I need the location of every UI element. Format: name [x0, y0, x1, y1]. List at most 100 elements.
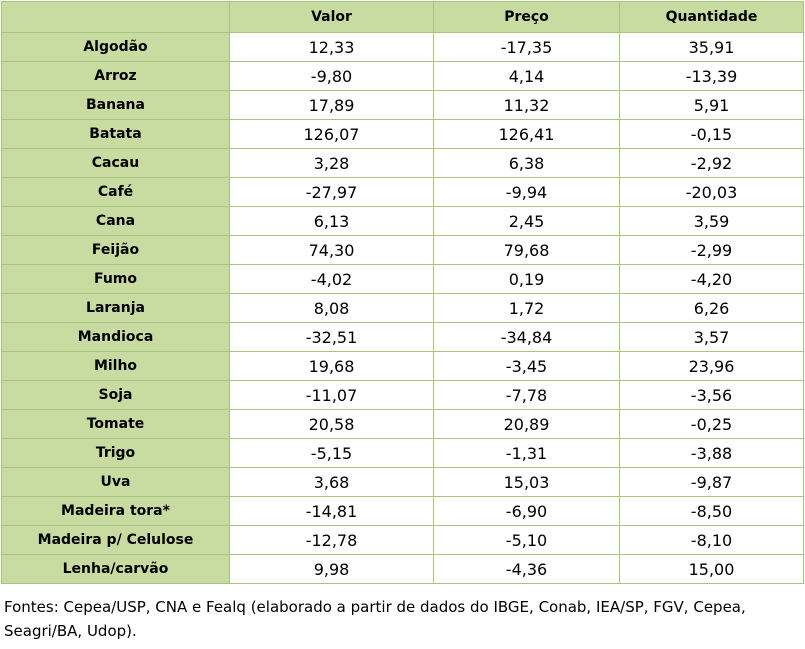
row-label: Cana	[1, 206, 230, 236]
table-row: Cana 6,13 2,45 3,59	[1, 206, 804, 236]
cell-quantidade: 15,00	[619, 554, 804, 584]
row-label: Trigo	[1, 438, 230, 468]
cell-preco: 0,19	[433, 264, 620, 294]
cell-valor: 20,58	[229, 409, 434, 439]
table-row: Feijão 74,30 79,68 -2,99	[1, 235, 804, 265]
table-row: Soja -11,07 -7,78 -3,56	[1, 380, 804, 410]
cell-preco: 6,38	[433, 148, 620, 178]
table-row: Laranja 8,08 1,72 6,26	[1, 293, 804, 323]
table-row: Milho 19,68 -3,45 23,96	[1, 351, 804, 381]
header-row: Valor Preço Quantidade	[1, 1, 804, 33]
cell-valor: 19,68	[229, 351, 434, 381]
table-row: Fumo -4,02 0,19 -4,20	[1, 264, 804, 294]
cell-preco: -17,35	[433, 32, 620, 62]
cell-preco: -6,90	[433, 496, 620, 526]
cell-preco: -34,84	[433, 322, 620, 352]
cell-preco: 11,32	[433, 90, 620, 120]
data-table: Valor Preço Quantidade Algodão 12,33 -17,3…	[1, 1, 804, 584]
cell-preco: -9,94	[433, 177, 620, 207]
cell-quantidade: -0,25	[619, 409, 804, 439]
table-body: Algodão 12,33 -17,35 35,91 Arroz -9,80 4,14 -13…	[1, 32, 804, 584]
table-row: Cacau 3,28 6,38 -2,92	[1, 148, 804, 178]
table-row: Café -27,97 -9,94 -20,03	[1, 177, 804, 207]
row-label: Cacau	[1, 148, 230, 178]
cell-preco: -5,10	[433, 525, 620, 555]
cell-quantidade: -13,39	[619, 61, 804, 91]
row-label: Soja	[1, 380, 230, 410]
col-header-valor: Valor	[229, 1, 434, 33]
cell-valor: -5,15	[229, 438, 434, 468]
cell-quantidade: -2,99	[619, 235, 804, 265]
row-label: Fumo	[1, 264, 230, 294]
table-row: Algodão 12,33 -17,35 35,91	[1, 32, 804, 62]
cell-valor: 3,68	[229, 467, 434, 497]
row-label: Madeira tora*	[1, 496, 230, 526]
cell-valor: 74,30	[229, 235, 434, 265]
col-header-preco: Preço	[433, 1, 620, 33]
cell-quantidade: 35,91	[619, 32, 804, 62]
cell-valor: -32,51	[229, 322, 434, 352]
cell-valor: -12,78	[229, 525, 434, 555]
cell-preco: 15,03	[433, 467, 620, 497]
col-header-quantidade: Quantidade	[619, 1, 804, 33]
cell-quantidade: 23,96	[619, 351, 804, 381]
table-row: Mandioca -32,51 -34,84 3,57	[1, 322, 804, 352]
cell-valor: 12,33	[229, 32, 434, 62]
cell-preco: 1,72	[433, 293, 620, 323]
cell-preco: 4,14	[433, 61, 620, 91]
cell-quantidade: 5,91	[619, 90, 804, 120]
table-row: Trigo -5,15 -1,31 -3,88	[1, 438, 804, 468]
row-label: Batata	[1, 119, 230, 149]
row-label: Banana	[1, 90, 230, 120]
source-footnote: Fontes: Cepea/USP, CNA e Fealq (elaborad…	[4, 598, 746, 640]
table-row: Lenha/carvão 9,98 -4,36 15,00	[1, 554, 804, 584]
cell-preco: -1,31	[433, 438, 620, 468]
cell-preco: -7,78	[433, 380, 620, 410]
cell-valor: 3,28	[229, 148, 434, 178]
row-label: Uva	[1, 467, 230, 497]
cell-valor: 126,07	[229, 119, 434, 149]
cell-preco: 79,68	[433, 235, 620, 265]
row-label: Feijão	[1, 235, 230, 265]
cell-quantidade: -3,88	[619, 438, 804, 468]
cell-quantidade: 3,59	[619, 206, 804, 236]
row-label: Café	[1, 177, 230, 207]
cell-quantidade: -9,87	[619, 467, 804, 497]
row-label: Madeira p/ Celulose	[1, 525, 230, 555]
cell-quantidade: -3,56	[619, 380, 804, 410]
cell-preco: 20,89	[433, 409, 620, 439]
cell-preco: 2,45	[433, 206, 620, 236]
row-label: Algodão	[1, 32, 230, 62]
table-row: Madeira tora* -14,81 -6,90 -8,50	[1, 496, 804, 526]
cell-valor: 8,08	[229, 293, 434, 323]
cell-quantidade: 6,26	[619, 293, 804, 323]
cell-valor: -14,81	[229, 496, 434, 526]
row-label: Lenha/carvão	[1, 554, 230, 584]
cell-quantidade: -20,03	[619, 177, 804, 207]
cell-valor: -4,02	[229, 264, 434, 294]
cell-quantidade: -2,92	[619, 148, 804, 178]
cell-quantidade: -8,10	[619, 525, 804, 555]
cell-valor: -9,80	[229, 61, 434, 91]
table-row: Madeira p/ Celulose -12,78 -5,10 -8,10	[1, 525, 804, 555]
cell-valor: 17,89	[229, 90, 434, 120]
cell-quantidade: 3,57	[619, 322, 804, 352]
cell-quantidade: -8,50	[619, 496, 804, 526]
row-label: Tomate	[1, 409, 230, 439]
cell-valor: 6,13	[229, 206, 434, 236]
cell-preco: -3,45	[433, 351, 620, 381]
table-row: Uva 3,68 15,03 -9,87	[1, 467, 804, 497]
row-label: Mandioca	[1, 322, 230, 352]
row-label: Milho	[1, 351, 230, 381]
table-row: Batata 126,07 126,41 -0,15	[1, 119, 804, 149]
row-label: Arroz	[1, 61, 230, 91]
table-row: Tomate 20,58 20,89 -0,25	[1, 409, 804, 439]
cell-valor: 9,98	[229, 554, 434, 584]
table-row: Banana 17,89 11,32 5,91	[1, 90, 804, 120]
cell-preco: -4,36	[433, 554, 620, 584]
cell-preco: 126,41	[433, 119, 620, 149]
table-row: Arroz -9,80 4,14 -13,39	[1, 61, 804, 91]
corner-header	[1, 1, 230, 33]
cell-quantidade: -4,20	[619, 264, 804, 294]
cell-valor: -27,97	[229, 177, 434, 207]
